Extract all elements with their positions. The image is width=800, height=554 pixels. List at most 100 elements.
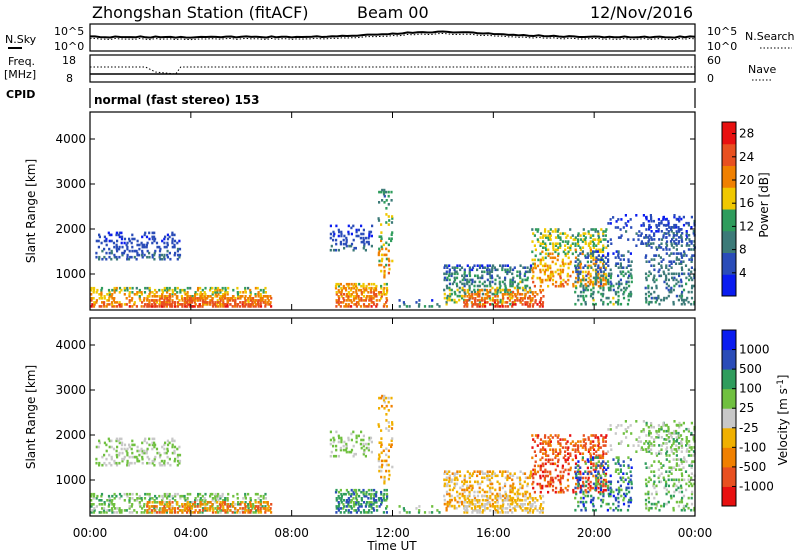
velocity-cell bbox=[572, 444, 575, 447]
velocity-cell bbox=[223, 501, 226, 504]
power-cell bbox=[592, 290, 595, 294]
velocity-cell bbox=[262, 494, 265, 498]
power-cell bbox=[471, 295, 474, 298]
velocity-cell bbox=[123, 509, 126, 512]
velocity-cell bbox=[377, 425, 381, 428]
velocity-cell bbox=[204, 505, 207, 508]
power-cell bbox=[501, 293, 504, 296]
power-cell bbox=[348, 299, 351, 302]
velocity-cell bbox=[105, 463, 108, 467]
velocity-cell bbox=[529, 476, 532, 480]
velocity-cell bbox=[476, 480, 479, 484]
power-cell bbox=[466, 280, 469, 284]
velocity-cell bbox=[376, 509, 379, 512]
velocity-cell bbox=[565, 442, 568, 445]
power-cell bbox=[547, 252, 550, 256]
velocity-cell bbox=[539, 464, 542, 468]
power-cell bbox=[534, 228, 538, 231]
velocity-cell bbox=[599, 484, 602, 488]
power-cell bbox=[528, 305, 531, 308]
power-cell bbox=[509, 282, 512, 286]
velocity-cell bbox=[264, 497, 267, 500]
velocity-cell bbox=[244, 509, 247, 512]
velocity-cell bbox=[599, 454, 602, 457]
power-cell bbox=[107, 231, 110, 235]
power-cell bbox=[481, 297, 484, 300]
power-cell bbox=[680, 256, 684, 259]
velocity-cell bbox=[509, 484, 512, 488]
power-cell bbox=[681, 290, 684, 294]
velocity-cell bbox=[468, 472, 471, 475]
velocity-cell bbox=[466, 488, 469, 492]
power-cell bbox=[244, 291, 247, 294]
velocity-cell bbox=[582, 438, 585, 441]
power-cell bbox=[659, 256, 662, 259]
power-cell bbox=[577, 244, 580, 247]
velocity-cell bbox=[259, 509, 262, 512]
velocity-cell bbox=[154, 443, 157, 447]
power-cell bbox=[582, 266, 585, 269]
power-cell bbox=[453, 266, 457, 269]
power-cell bbox=[372, 297, 375, 300]
power-cell bbox=[623, 286, 626, 290]
velocity-cell bbox=[664, 480, 668, 484]
power-cell bbox=[672, 288, 675, 292]
velocity-cell bbox=[584, 442, 587, 445]
power-cell bbox=[254, 305, 257, 308]
velocity-cell bbox=[380, 501, 383, 504]
velocity-cell bbox=[226, 507, 229, 510]
power-cell bbox=[619, 302, 623, 306]
power-cell bbox=[370, 244, 373, 248]
power-cell bbox=[448, 296, 451, 300]
velocity-cell bbox=[600, 476, 603, 480]
power-cell bbox=[244, 299, 247, 302]
power-cell bbox=[444, 264, 447, 267]
power-cell bbox=[690, 258, 693, 261]
velocity-cell bbox=[171, 505, 174, 508]
power-cell bbox=[506, 293, 509, 296]
velocity-cell bbox=[653, 486, 656, 490]
power-cell bbox=[582, 296, 585, 300]
power-cell bbox=[524, 303, 527, 306]
velocity-cell bbox=[171, 445, 174, 449]
velocity-cell bbox=[368, 505, 371, 508]
velocity-cell bbox=[529, 470, 533, 473]
power-cell bbox=[592, 246, 595, 249]
velocity-cell bbox=[236, 497, 239, 500]
power-cell bbox=[391, 217, 394, 220]
power-cell bbox=[602, 278, 605, 282]
power-cell bbox=[166, 301, 169, 304]
velocity-cell bbox=[164, 509, 167, 512]
power-cell bbox=[650, 242, 653, 245]
power-cell bbox=[582, 232, 585, 235]
velocity-cell bbox=[153, 457, 156, 461]
velocity-cell bbox=[622, 464, 625, 467]
power-cell bbox=[644, 272, 648, 276]
power-cell bbox=[536, 293, 539, 296]
power-cell bbox=[204, 297, 207, 300]
velocity-cell bbox=[381, 463, 384, 467]
power-cell bbox=[468, 270, 471, 274]
velocity-cell bbox=[377, 423, 380, 426]
velocity-cell bbox=[489, 470, 492, 473]
noise-right-tick-bottom: 10^0 bbox=[707, 40, 737, 53]
power-cell bbox=[186, 305, 189, 308]
velocity-cell bbox=[378, 455, 381, 459]
velocity-cell bbox=[196, 503, 199, 506]
power-cell bbox=[587, 284, 590, 288]
velocity-cell bbox=[244, 494, 247, 498]
velocity-cell bbox=[609, 494, 612, 498]
velocity-cell bbox=[216, 509, 219, 512]
velocity-cell bbox=[523, 503, 526, 506]
velocity-cell bbox=[369, 494, 373, 498]
power-cell bbox=[481, 274, 484, 278]
velocity-cell bbox=[474, 480, 477, 484]
power-cell bbox=[211, 293, 214, 296]
power-cell bbox=[458, 294, 461, 298]
power-cell bbox=[521, 293, 524, 296]
power-cell bbox=[574, 238, 577, 241]
velocity-cell bbox=[594, 436, 597, 439]
velocity-cell bbox=[458, 500, 461, 504]
power-cell bbox=[345, 299, 348, 302]
power-cell bbox=[595, 256, 598, 259]
